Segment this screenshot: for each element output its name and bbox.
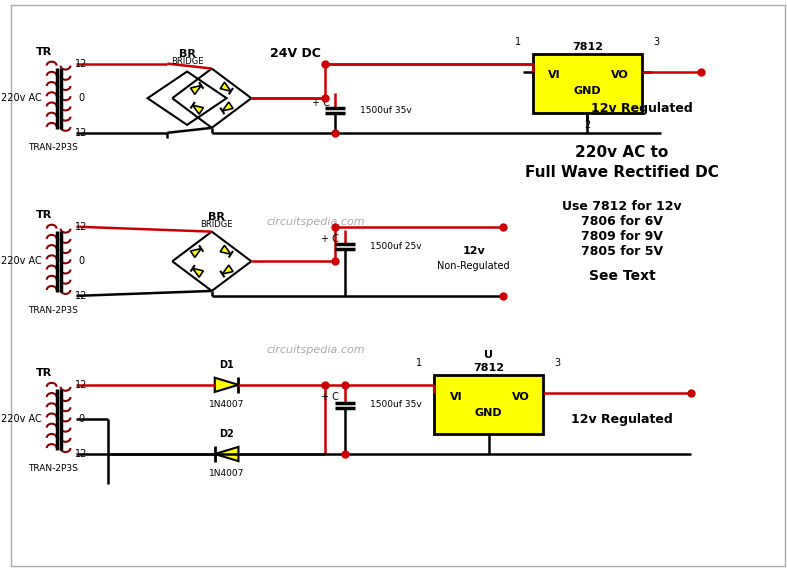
- Text: + C: + C: [312, 98, 330, 108]
- Text: 12: 12: [75, 222, 87, 232]
- Text: 7805 for 5V: 7805 for 5V: [581, 245, 663, 258]
- Text: + C: + C: [321, 234, 339, 244]
- Text: 7806 for 6V: 7806 for 6V: [581, 215, 663, 228]
- Text: VI: VI: [549, 70, 561, 81]
- Text: 220v AC: 220v AC: [1, 415, 42, 424]
- Text: 3: 3: [555, 358, 561, 368]
- Text: circuitspedia.com: circuitspedia.com: [266, 345, 365, 355]
- Text: 7812: 7812: [473, 363, 504, 373]
- Text: 220v AC: 220v AC: [1, 256, 42, 266]
- Text: 7809 for 9V: 7809 for 9V: [581, 230, 663, 243]
- Text: D2: D2: [220, 429, 234, 439]
- Text: 1N4007: 1N4007: [209, 400, 244, 409]
- Polygon shape: [220, 246, 231, 254]
- Polygon shape: [223, 265, 233, 274]
- Polygon shape: [223, 102, 233, 111]
- Text: 0: 0: [78, 93, 84, 103]
- Text: 1N4007: 1N4007: [209, 469, 244, 478]
- Polygon shape: [190, 86, 201, 94]
- Text: 0: 0: [78, 256, 84, 266]
- Text: D1: D1: [220, 360, 234, 370]
- Text: 12v: 12v: [462, 247, 485, 256]
- Text: Full Wave Rectified DC: Full Wave Rectified DC: [525, 165, 719, 180]
- Text: 12: 12: [75, 449, 87, 459]
- Text: 3: 3: [653, 37, 660, 47]
- Text: VO: VO: [512, 392, 530, 401]
- Text: 1500uf 35v: 1500uf 35v: [360, 106, 412, 115]
- Text: See Text: See Text: [589, 269, 656, 283]
- Text: 12: 12: [75, 128, 87, 138]
- Text: 12: 12: [75, 380, 87, 390]
- Text: 12: 12: [75, 59, 87, 69]
- Text: VO: VO: [611, 70, 629, 81]
- Bar: [434, 375, 543, 435]
- Text: 1: 1: [515, 37, 521, 47]
- Text: 0: 0: [78, 415, 84, 424]
- Text: 7812: 7812: [572, 42, 603, 52]
- Text: 12: 12: [75, 291, 87, 301]
- Text: BR: BR: [209, 212, 225, 222]
- Text: Non-Regulated: Non-Regulated: [438, 261, 510, 271]
- Text: 1: 1: [416, 358, 423, 368]
- Text: 220v AC to: 220v AC to: [575, 145, 669, 160]
- Polygon shape: [215, 447, 238, 461]
- Text: TRAN-2P3S: TRAN-2P3S: [28, 464, 78, 473]
- Text: circuitspedia.com: circuitspedia.com: [266, 217, 365, 227]
- Text: U: U: [484, 350, 493, 360]
- Text: 24V DC: 24V DC: [271, 47, 321, 60]
- Polygon shape: [215, 377, 238, 392]
- Text: GND: GND: [574, 86, 601, 96]
- Text: TR: TR: [35, 47, 52, 57]
- Text: Use 7812 for 12v: Use 7812 for 12v: [562, 200, 682, 214]
- Text: TRAN-2P3S: TRAN-2P3S: [28, 143, 78, 152]
- Polygon shape: [220, 82, 231, 91]
- Text: TR: TR: [35, 210, 52, 220]
- Polygon shape: [193, 268, 203, 278]
- Text: VI: VI: [449, 392, 462, 401]
- Text: 12v Regulated: 12v Regulated: [571, 413, 673, 426]
- Text: 1500uf 35v: 1500uf 35v: [370, 400, 422, 409]
- Text: BR: BR: [179, 49, 195, 59]
- Text: TRAN-2P3S: TRAN-2P3S: [28, 306, 78, 315]
- Text: 220v AC: 220v AC: [1, 93, 42, 103]
- Text: 2: 2: [584, 120, 590, 130]
- Polygon shape: [193, 105, 203, 114]
- Text: BRIDGE: BRIDGE: [201, 220, 233, 229]
- Text: TR: TR: [35, 368, 52, 378]
- Text: BRIDGE: BRIDGE: [171, 57, 203, 66]
- Text: 1500uf 25v: 1500uf 25v: [370, 242, 422, 251]
- Text: GND: GND: [475, 408, 502, 417]
- Polygon shape: [190, 248, 201, 258]
- Text: 12v Regulated: 12v Regulated: [591, 102, 693, 115]
- Bar: [533, 54, 641, 113]
- Text: + C: + C: [321, 392, 339, 401]
